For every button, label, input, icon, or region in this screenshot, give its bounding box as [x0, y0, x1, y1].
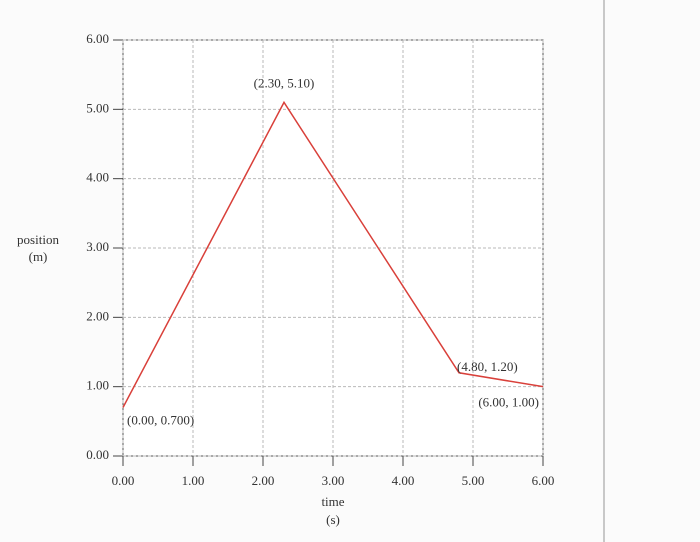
data-line: [122, 100, 544, 408]
y-tick-label: 1.00: [86, 378, 109, 393]
x-tick-label: 0.00: [112, 473, 135, 488]
x-axis-unit: (s): [326, 512, 340, 527]
x-tick-label: 4.00: [392, 473, 415, 488]
point-annotation: (4.80, 1.20): [457, 359, 518, 374]
x-tick-label: 5.00: [462, 473, 485, 488]
point-annotation: (6.00, 1.00): [478, 395, 539, 410]
y-tick-label: 6.00: [86, 31, 109, 46]
point-annotation: (2.30, 5.10): [254, 75, 315, 90]
y-axis-unit: (m): [29, 249, 48, 264]
y-tick-label: 3.00: [86, 239, 109, 254]
y-tick-label: 5.00: [86, 100, 109, 115]
y-tick-label: 0.00: [86, 447, 109, 462]
x-tick-label: 6.00: [532, 473, 555, 488]
x-axis-label: time: [321, 494, 344, 509]
x-tick-label: 1.00: [182, 473, 205, 488]
y-axis-label: position: [17, 232, 59, 247]
point-annotation: (0.00, 0.700): [127, 412, 194, 427]
y-tick-label: 4.00: [86, 170, 109, 185]
x-tick-label: 2.00: [252, 473, 275, 488]
y-tick-label: 2.00: [86, 308, 109, 323]
x-tick-label: 3.00: [322, 473, 345, 488]
